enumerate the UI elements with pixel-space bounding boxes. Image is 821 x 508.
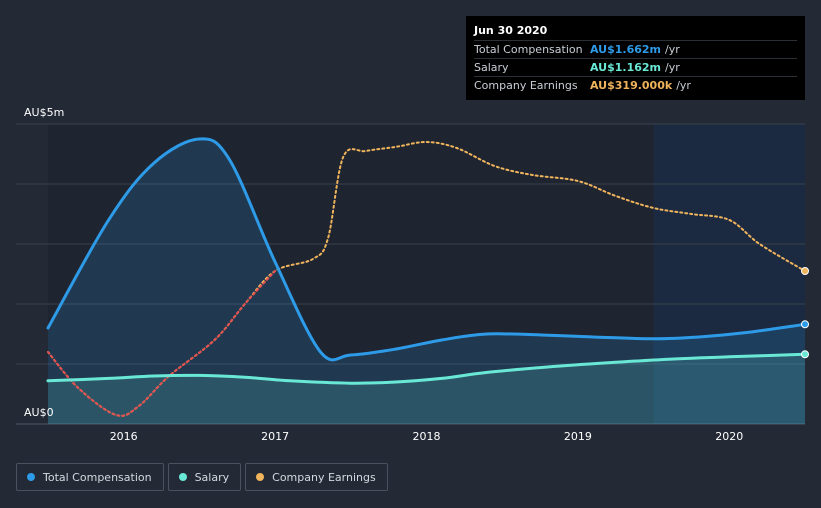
- x-tick-label: 2017: [261, 430, 289, 443]
- legend-dot-icon: [178, 473, 187, 481]
- tooltip-row-total: Total Compensation AU$1.662m /yr: [474, 40, 797, 58]
- x-tick-label: 2016: [110, 430, 138, 443]
- x-tick-label: 2018: [413, 430, 441, 443]
- legend-label: Company Earnings: [272, 470, 376, 484]
- legend-item-salary[interactable]: Salary: [167, 463, 242, 491]
- forecast-highlight-band: [653, 124, 805, 424]
- series-line-earnings_loss: [47, 270, 277, 417]
- tooltip-value: AU$1.662m: [590, 43, 662, 56]
- chart-legend: Total Compensation Salary Company Earnin…: [16, 463, 392, 491]
- tooltip-unit: /yr: [676, 79, 691, 92]
- tooltip-row-salary: Salary AU$1.162m /yr: [474, 58, 797, 76]
- series-line-salary: [46, 352, 807, 385]
- series-area-total: [48, 138, 805, 424]
- end-marker-earnings: [801, 267, 809, 275]
- hover-tooltip: Jun 30 2020 Total Compensation AU$1.662m…: [466, 16, 805, 100]
- y-axis-bottom-label: AU$0: [24, 406, 54, 419]
- y-axis-top-label: AU$5m: [24, 106, 64, 119]
- series-line-total: [46, 137, 807, 362]
- legend-label: Salary: [194, 470, 230, 484]
- legend-dot-icon: [27, 473, 35, 481]
- x-tick-label: 2019: [564, 430, 592, 443]
- legend-item-total-compensation[interactable]: Total Compensation: [16, 463, 164, 491]
- tooltip-label: Total Compensation: [474, 43, 583, 56]
- legend-dot-icon: [256, 473, 265, 481]
- tooltip-label: Company Earnings: [474, 79, 578, 92]
- x-tick-label: 2020: [715, 430, 743, 443]
- tooltip-value: AU$1.162m: [590, 61, 662, 74]
- tooltip-row-earnings: Company Earnings AU$319.000k /yr: [474, 76, 797, 94]
- tooltip-date: Jun 30 2020: [474, 24, 548, 37]
- tooltip-unit: /yr: [665, 61, 680, 74]
- end-marker-salary: [801, 350, 809, 359]
- tooltip-value: AU$319.000k: [590, 79, 673, 92]
- legend-label: Total Compensation: [43, 470, 152, 484]
- end-marker-total: [801, 320, 809, 329]
- tooltip-label: Salary: [474, 61, 509, 74]
- tooltip-unit: /yr: [665, 43, 680, 56]
- series-area-salary: [48, 354, 805, 424]
- legend-item-company-earnings[interactable]: Company Earnings: [245, 463, 388, 491]
